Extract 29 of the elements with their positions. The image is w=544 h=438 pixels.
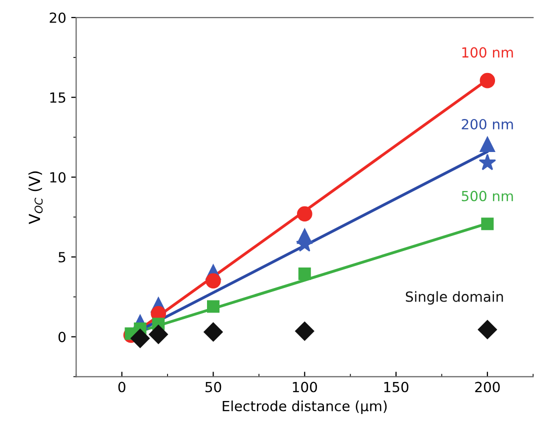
y-tick-label: 10 (50, 172, 66, 183)
y-tick-label: 20 (50, 12, 66, 23)
x-tick-label: 0 (118, 382, 126, 392)
point (298, 267, 311, 280)
x-tick-label: 100 (292, 382, 317, 392)
x-axis-title: Electrode distance (μm) (222, 400, 387, 414)
point (478, 154, 496, 170)
point (207, 300, 220, 313)
point (480, 72, 496, 88)
series-label: 100 nm (462, 47, 513, 58)
point (297, 206, 312, 222)
point (130, 328, 150, 348)
series-label: 500 nm (462, 190, 513, 202)
point (204, 322, 223, 342)
y-tick-label: 5 (58, 252, 66, 262)
point (480, 136, 496, 152)
point (481, 218, 494, 230)
series-label: 200 nm (462, 118, 513, 130)
point (148, 324, 168, 344)
point (478, 320, 497, 340)
y-axis-title: V$_{OC}$ (V) (28, 171, 43, 224)
point (295, 322, 314, 341)
y-tick-label: 15 (50, 92, 66, 103)
x-tick-label: 50 (205, 382, 222, 392)
y-tick-label: 0 (58, 332, 66, 342)
point (206, 273, 221, 289)
series-label: Single domain (406, 291, 503, 305)
x-tick-label: 200 (475, 382, 500, 392)
x-tick-label: 150 (384, 382, 408, 392)
